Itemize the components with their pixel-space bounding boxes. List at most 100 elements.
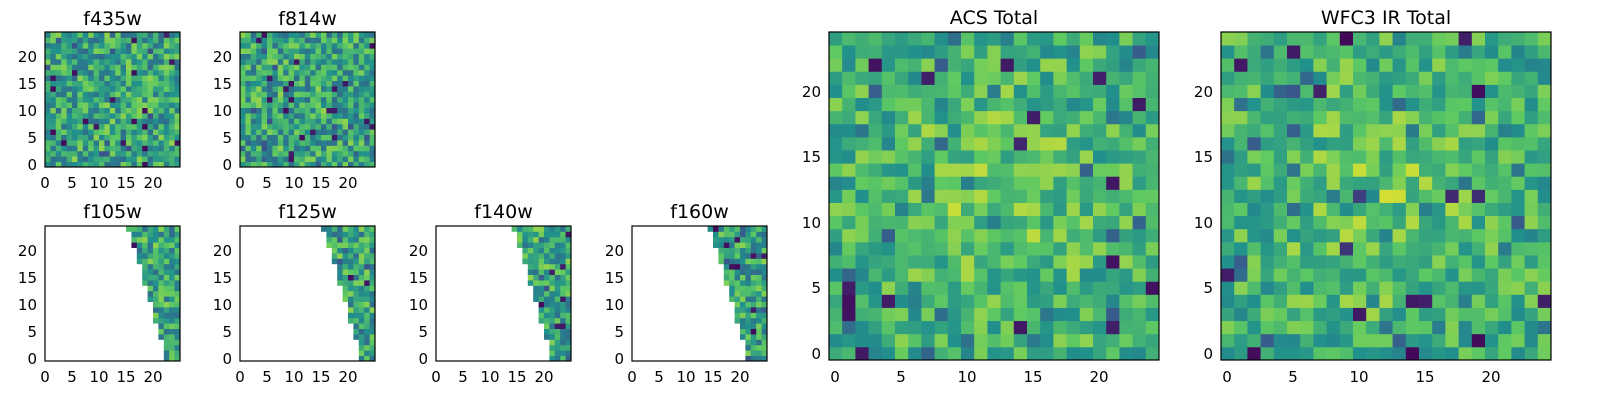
heatmap-cell: [277, 42, 284, 49]
heatmap-cell: [1053, 176, 1067, 190]
heatmap-cell: [544, 253, 550, 259]
heatmap-cell: [987, 32, 1001, 46]
heatmap-cell: [1287, 241, 1301, 256]
heatmap-cell: [1432, 255, 1446, 269]
heatmap-cell: [115, 69, 121, 76]
heatmap-cell: [1445, 346, 1459, 361]
heatmap-cell: [72, 75, 78, 81]
heatmap-cell: [1313, 215, 1327, 230]
heatmap-cell: [72, 86, 78, 92]
heatmap-cell: [142, 161, 148, 168]
heatmap-cell: [310, 91, 316, 98]
heatmap-cell: [961, 307, 975, 322]
heatmap-cell: [153, 96, 159, 103]
heatmap-cell: [947, 58, 962, 72]
heatmap-cell: [1132, 163, 1147, 177]
heatmap-cell: [750, 296, 757, 302]
heatmap-cell: [348, 145, 354, 152]
heatmap-cell: [1432, 84, 1446, 98]
heatmap-cell: [342, 96, 349, 103]
heatmap-cell: [1053, 215, 1067, 230]
heatmap-cell: [120, 42, 127, 49]
heatmap-cell: [560, 317, 566, 324]
heatmap-cell: [364, 156, 370, 162]
heatmap-cell: [1445, 307, 1459, 322]
heatmap-cell: [734, 258, 741, 265]
heatmap-cell: [104, 161, 111, 168]
heatmap-cell: [240, 134, 246, 141]
heatmap-cell: [169, 301, 175, 308]
heatmap-cell: [66, 102, 73, 108]
heatmap-cell: [947, 97, 962, 112]
heatmap-cell: [881, 241, 896, 256]
heatmap-cell: [120, 80, 127, 87]
heatmap-cell: [331, 161, 338, 168]
heatmap-cell: [142, 96, 148, 103]
heatmap-cell: [1485, 136, 1499, 151]
heatmap-cell: [549, 344, 556, 351]
heatmap-cell: [126, 145, 132, 152]
heatmap-cell: [261, 96, 268, 103]
heatmap-cell: [1392, 320, 1407, 335]
heatmap-cell: [1353, 320, 1367, 335]
heatmap-cell: [1458, 189, 1473, 203]
heatmap-cell: [61, 161, 67, 168]
heatmap-cell: [565, 290, 572, 297]
heatmap-cell: [1027, 294, 1041, 308]
heatmap-cell: [1392, 71, 1407, 85]
heatmap-cell: [77, 91, 84, 98]
y-tick-label: 20: [213, 48, 232, 66]
heatmap-cell: [1471, 163, 1486, 177]
heatmap-cell: [1326, 110, 1341, 125]
heatmap-cell: [353, 96, 360, 103]
heatmap-cell: [169, 53, 175, 60]
heatmap-cell: [88, 134, 94, 141]
heatmap-cell: [1485, 228, 1499, 243]
heatmap-cell: [740, 312, 746, 319]
heatmap-cell: [66, 91, 73, 98]
heatmap-cell: [66, 129, 73, 135]
heatmap-cell: [136, 118, 143, 125]
heatmap-cell: [1247, 45, 1261, 59]
heatmap-cell: [1405, 333, 1420, 348]
heatmap-cell: [126, 64, 132, 71]
heatmap-cell: [174, 161, 181, 168]
heatmap-cell: [1379, 268, 1393, 282]
heatmap-cell: [109, 42, 116, 49]
heatmap-cell: [294, 123, 300, 130]
heatmap-cell: [1458, 150, 1473, 164]
heatmap-cell: [560, 280, 566, 286]
heatmap-cell: [1326, 84, 1341, 98]
heatmap-cell: [272, 123, 279, 130]
heatmap-cell: [895, 255, 909, 269]
heatmap-cell: [868, 110, 883, 125]
heatmap-cell: [1000, 228, 1015, 243]
heatmap-cell: [342, 161, 349, 168]
heatmap-cell: [761, 258, 768, 265]
heatmap-cell: [868, 97, 883, 112]
heatmap-cell: [104, 86, 111, 92]
heatmap-cell: [331, 247, 338, 254]
heatmap-cell: [50, 107, 57, 114]
heatmap-cell: [272, 91, 279, 98]
heatmap-cell: [1485, 84, 1499, 98]
heatmap-cell: [321, 113, 327, 119]
heatmap-cell: [842, 346, 856, 361]
heatmap-cell: [1419, 281, 1433, 295]
heatmap-cell: [756, 328, 762, 335]
heatmap-cell: [358, 91, 365, 98]
heatmap-cell: [88, 123, 94, 130]
heatmap-cell: [1000, 215, 1015, 230]
heatmap-cell: [250, 80, 257, 87]
heatmap-cell: [147, 150, 154, 157]
heatmap-cell: [1000, 110, 1015, 125]
plot-frame: [828, 31, 1160, 361]
heatmap-cell: [358, 161, 365, 168]
heatmap-cell: [1313, 333, 1327, 348]
heatmap-cell: [240, 48, 246, 54]
heatmap-cell: [1221, 294, 1235, 308]
heatmap-cell: [174, 350, 181, 356]
heatmap-cell: [1485, 202, 1499, 217]
heatmap-cell: [1511, 110, 1525, 125]
heatmap-cell: [169, 80, 175, 87]
